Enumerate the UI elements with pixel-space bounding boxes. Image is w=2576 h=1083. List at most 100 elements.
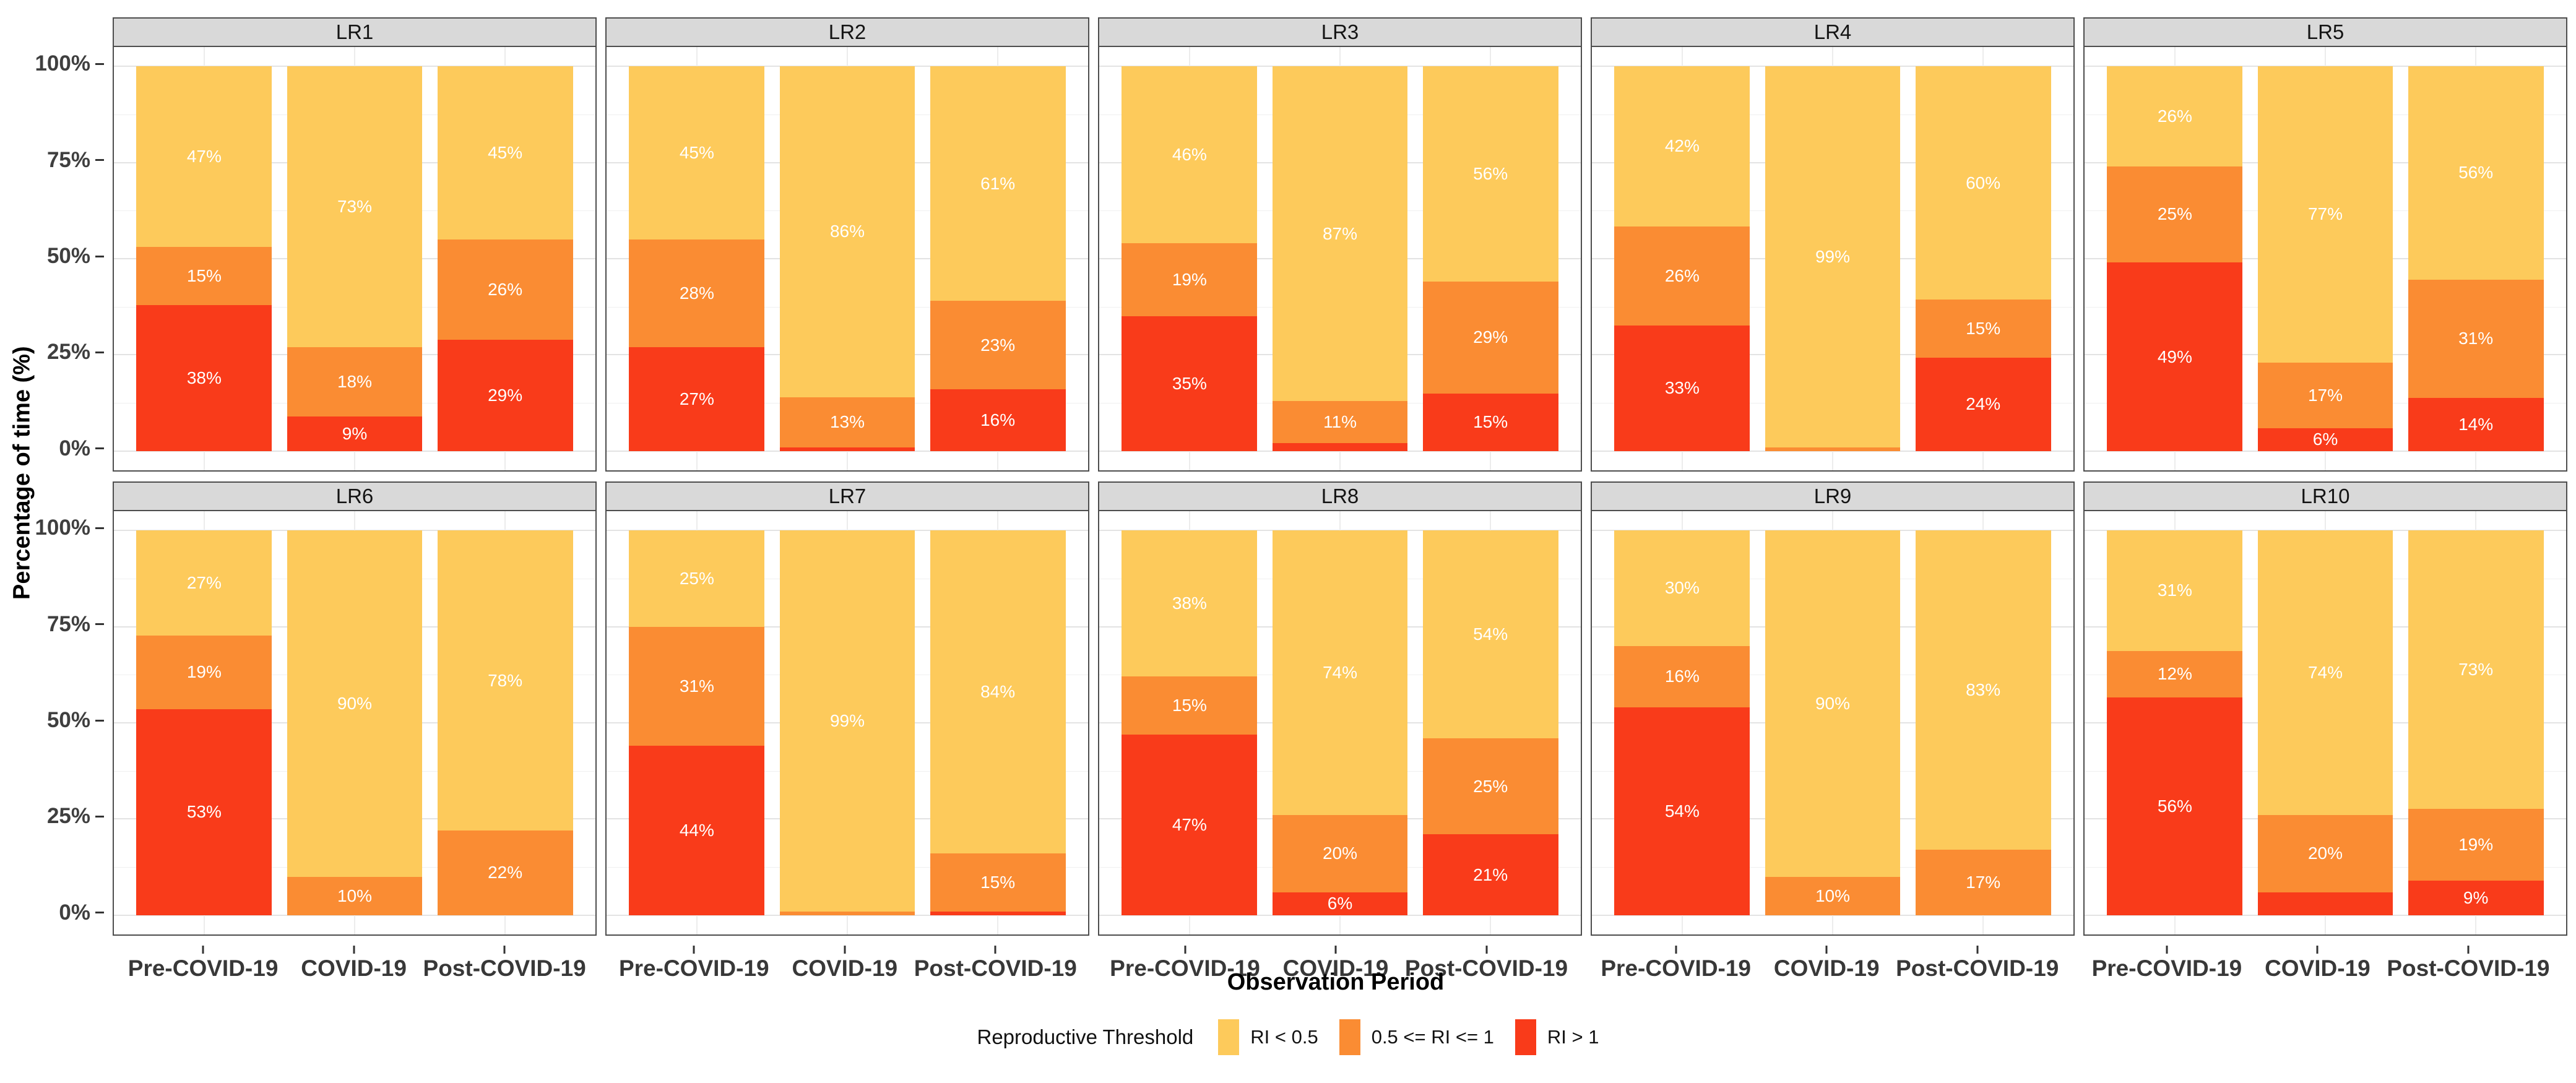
bar-segment: 26% (1614, 226, 1750, 326)
bar-segment: 33% (1614, 325, 1750, 451)
facet-row-top: 100% 75% 50% 25% 0% LR1 47% 15% 38% 73% 18% 9% 45%… (0, 17, 2567, 472)
y-tick-mark (95, 255, 104, 257)
bar-segment: 25% (2107, 166, 2243, 263)
bar-post-covid-19: 54% 25% 21% (1422, 530, 1558, 915)
x-tick-mark (1334, 946, 1337, 954)
y-tick-mark (95, 815, 104, 818)
bar-pre-covid-19: 42% 26% 33% (1614, 66, 1750, 451)
facet-row-bottom: 100% 75% 50% 25% 0% LR6 27% 19% 53% 90% 10% 78% 22… (0, 481, 2567, 936)
bar-segment: 26% (2107, 66, 2243, 166)
bar-value-label: 23% (980, 335, 1016, 355)
bar-value-label: 31% (2458, 329, 2494, 348)
bar-segment: 20% (2257, 815, 2393, 892)
bar-segment: 61% (930, 66, 1066, 301)
plot-area: 46% 19% 35% 87% 11% 56% 29% 15% (1098, 46, 1582, 472)
bar-segment: 86% (779, 66, 915, 397)
facet-strip: LR9 (1591, 481, 2075, 510)
bar-segment: 22% (437, 831, 573, 915)
x-tick-label: Post-COVID-19 (423, 956, 586, 981)
bar-post-covid-19: 84% 15% (930, 530, 1066, 915)
bar-segment: 16% (930, 389, 1066, 451)
bar-segment: 15% (930, 853, 1066, 912)
y-tick-mark (95, 159, 104, 162)
bar-segment: 42% (1614, 66, 1750, 227)
x-axis-title: Observation Period (1227, 969, 1445, 995)
bar-value-label: 26% (2157, 106, 2192, 126)
y-axis-bottom-row: 100% 75% 50% 25% 0% (0, 481, 104, 936)
bar-value-label: 56% (2458, 163, 2494, 183)
facet-LR5: LR5 26% 25% 49% 77% 17% 6% 56% 31% 14% (2083, 17, 2567, 472)
x-tick-mark (503, 946, 506, 954)
bar-segment: 99% (1765, 66, 1901, 447)
bar-pre-covid-19: 38% 15% 47% (1122, 530, 1258, 915)
bar-segment: 27% (136, 530, 272, 636)
bar-segment: 56% (2408, 66, 2544, 280)
bar-covid-19: 74% 20% 6% (1272, 530, 1408, 915)
bar-post-covid-19: 83% 17% (1915, 530, 2051, 915)
bar-segment: 90% (1765, 530, 1901, 877)
x-tick-label: COVID-19 (1773, 956, 1880, 981)
bar-value-label: 15% (1473, 412, 1508, 432)
bar-segment: 15% (1915, 299, 2051, 358)
facet-strip: LR8 (1098, 481, 1582, 510)
y-tick-label: 75% (46, 147, 90, 172)
bar-value-label: 53% (186, 802, 222, 822)
bar-segment: 15% (1422, 393, 1558, 451)
y-tick-label: 50% (46, 708, 90, 732)
bar-covid-19: 74% 20% (2257, 530, 2393, 915)
y-tick-label: 100% (35, 51, 90, 76)
facet-title: LR7 (828, 485, 867, 507)
x-tick-mark (353, 946, 355, 954)
bar-segment: 49% (2107, 262, 2243, 451)
x-tick-cell: Pre-COVID-19 COVID-19 Post-COVID-19 (2077, 946, 2559, 985)
bar-segment: 26% (437, 239, 573, 340)
x-tick-mark (844, 946, 846, 954)
bar-covid-19: 90% 10% (1765, 530, 1901, 915)
facet-LR4: LR4 42% 26% 33% 99% 60% 15% 24% (1591, 17, 2075, 472)
bar-segment: 28% (629, 239, 765, 347)
bar-segment: 74% (1272, 530, 1408, 816)
bar-value-label: 83% (1966, 680, 2001, 700)
bar-segment: 31% (629, 626, 765, 746)
bar-segment: 20% (1272, 815, 1408, 892)
bar-value-label: 19% (186, 662, 222, 682)
bar-segment (1765, 447, 1901, 451)
x-tick-label: COVID-19 (792, 956, 898, 981)
bar-value-label: 30% (1664, 578, 1700, 598)
x-tick-cell: Pre-COVID-19 COVID-19 Post-COVID-19 (1094, 946, 1576, 985)
y-tick-mark (95, 719, 104, 722)
bar-segment (2257, 892, 2393, 915)
bar-pre-covid-19: 25% 31% 44% (629, 530, 765, 915)
x-tick-label: Post-COVID-19 (1404, 956, 1568, 981)
bar-value-label: 21% (1473, 865, 1508, 884)
bar-value-label: 9% (342, 423, 368, 443)
y-tick-label: 0% (59, 436, 90, 460)
facet-LR2: LR2 45% 28% 27% 86% 13% 61% 23% 16% (605, 17, 1089, 472)
facet-title: LR8 (1321, 485, 1359, 507)
plot-area: 26% 25% 49% 77% 17% 6% 56% 31% 14% (2083, 46, 2567, 472)
bar-segment: 56% (2107, 697, 2243, 915)
bar-segment: 29% (1422, 282, 1558, 394)
bar-value-label: 44% (679, 821, 714, 840)
bar-segment: 12% (2107, 650, 2243, 698)
facet-strip: LR2 (605, 17, 1089, 46)
bar-segment (779, 447, 915, 451)
y-tick-label: 25% (46, 340, 90, 365)
bar-value-label: 29% (1473, 327, 1508, 347)
bar-value-label: 38% (186, 368, 222, 387)
bar-pre-covid-19: 45% 28% 27% (629, 66, 765, 451)
x-tick-mark (1675, 946, 1677, 954)
bar-segment: 10% (287, 876, 423, 915)
facet-strip: LR4 (1591, 17, 2075, 46)
bar-value-label: 84% (980, 682, 1016, 702)
legend: Reproductive Threshold RI < 0.5 0.5 <= R… (0, 1012, 2576, 1062)
bar-value-label: 15% (980, 873, 1016, 892)
bar-segment: 90% (287, 530, 423, 877)
x-tick-label: Pre-COVID-19 (1601, 956, 1752, 981)
bar-segment: 16% (1614, 645, 1750, 708)
bar-segment: 24% (1915, 358, 2051, 451)
bar-value-label: 47% (1172, 814, 1207, 834)
x-tick-label: COVID-19 (1282, 956, 1389, 981)
bar-segment: 10% (1765, 876, 1901, 915)
bar-segment: 47% (136, 66, 272, 248)
